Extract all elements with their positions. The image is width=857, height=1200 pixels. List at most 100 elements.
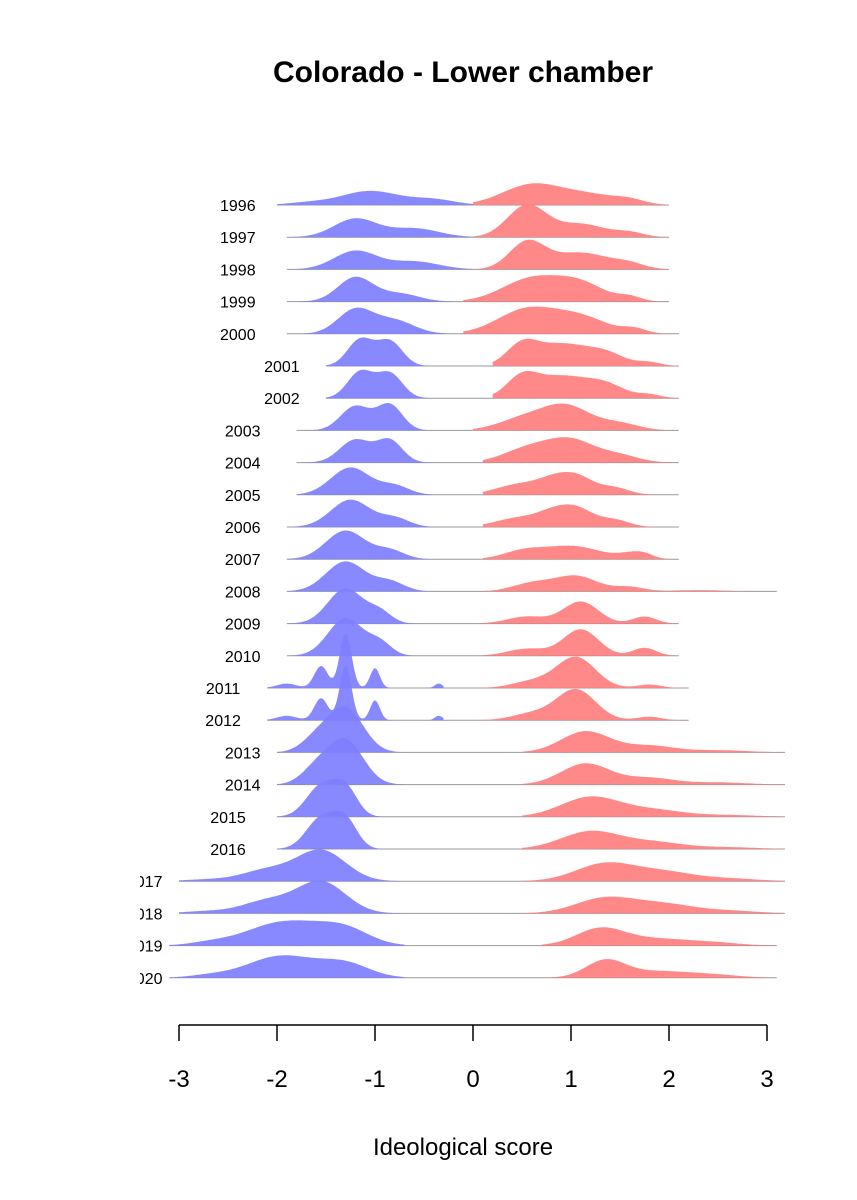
ridge-2010: 2010 [225, 618, 679, 666]
democrat-density-2008 [286, 561, 444, 592]
republican-density-2012 [482, 688, 689, 721]
republican-density-2017 [522, 862, 785, 882]
democrat-density-2005 [296, 467, 444, 495]
year-label: 2019 [127, 939, 163, 956]
ridge-2007: 2007 [225, 530, 679, 569]
democrat-density-2014 [277, 738, 405, 785]
ridge-2014: 2014 [225, 738, 785, 795]
ridge-2006: 2006 [225, 499, 679, 537]
x-tick-label: -3 [168, 1066, 189, 1093]
ridge-2009: 2009 [225, 588, 679, 634]
ridge-2013: 2013 [225, 706, 785, 762]
year-label: 2020 [127, 971, 163, 988]
ridge-2016: 2016 [210, 811, 785, 859]
republican-density-2011 [482, 656, 689, 688]
year-label: 2008 [225, 584, 261, 601]
democrat-density-2020 [169, 955, 405, 978]
ridge-1996: 1996 [220, 183, 669, 215]
year-label: 2005 [225, 488, 261, 505]
democrat-density-2012 [267, 665, 444, 721]
republican-density-2015 [522, 796, 785, 817]
year-label: 2000 [220, 327, 256, 344]
chart-title: Colorado - Lower chamber [273, 56, 653, 89]
year-label: 1999 [220, 295, 256, 312]
year-label: 2003 [225, 423, 261, 440]
republican-density-2004 [482, 437, 679, 463]
year-label: 2015 [210, 810, 246, 827]
democrat-density-2002 [326, 369, 434, 399]
democrat-density-2000 [286, 307, 454, 334]
republican-density-2002 [492, 371, 679, 399]
republican-density-1998 [473, 239, 669, 270]
democrat-density-2016 [277, 811, 385, 849]
republican-density-1999 [463, 275, 669, 302]
year-label: 2018 [127, 906, 163, 923]
republican-density-2000 [463, 306, 679, 334]
ridge-2003: 2003 [225, 403, 679, 440]
democrat-density-2011 [267, 633, 444, 688]
republican-density-1996 [473, 183, 669, 205]
year-label: 2012 [205, 713, 241, 730]
ridge-2020: 2020 [127, 955, 777, 988]
year-label: 2017 [127, 874, 163, 891]
republican-density-2009 [482, 601, 679, 624]
republican-density-2020 [541, 959, 777, 978]
ridge-2004: 2004 [225, 437, 679, 473]
x-tick-label: -2 [266, 1066, 287, 1093]
year-label: 2016 [210, 842, 246, 859]
democrat-density-1997 [286, 218, 473, 238]
republican-density-2003 [473, 403, 679, 431]
year-label: 2006 [225, 520, 261, 537]
ridge-1999: 1999 [220, 275, 669, 312]
x-tick-label: 0 [466, 1066, 479, 1093]
democrat-density-2006 [286, 499, 444, 527]
year-label: 2007 [225, 552, 261, 569]
democrat-density-2015 [277, 778, 385, 817]
year-label: 2010 [225, 649, 261, 666]
year-label: 2013 [225, 745, 261, 762]
ridge-1998: 1998 [220, 239, 669, 279]
x-tick-label: 3 [760, 1066, 773, 1093]
republican-density-1997 [473, 204, 669, 238]
x-tick-label: 1 [564, 1066, 577, 1093]
ridge-2005: 2005 [225, 467, 679, 505]
republican-density-2008 [482, 575, 777, 592]
democrat-density-2013 [277, 706, 405, 753]
republican-density-2007 [482, 545, 679, 560]
year-label: 1997 [220, 230, 256, 247]
x-axis: -3 -2 -1 0 1 2 3 [168, 1024, 774, 1093]
democrat-density-2007 [286, 530, 444, 560]
year-label: 1998 [220, 262, 256, 279]
ridge-2019: 2019 [127, 920, 777, 956]
democrat-density-1999 [286, 276, 454, 302]
ridge-2008: 2008 [225, 561, 777, 601]
democrat-density-2017 [179, 849, 405, 882]
ridge-2017: 2017 [127, 849, 785, 891]
ridge-2018: 2018 [127, 880, 785, 923]
democrat-density-1996 [277, 190, 473, 205]
republican-density-2013 [522, 731, 785, 753]
ridge-2012: 2012 [205, 665, 689, 730]
year-label: 1996 [220, 198, 256, 215]
year-label: 2014 [225, 778, 261, 795]
republican-density-2010 [482, 629, 679, 656]
democrat-density-1998 [286, 250, 473, 270]
democrat-density-2001 [326, 337, 434, 366]
year-label: 2002 [264, 391, 300, 408]
republican-density-2016 [522, 830, 785, 849]
x-axis-label: Ideological score [373, 1134, 553, 1161]
ridge-2000: 2000 [220, 306, 679, 344]
ridge-1997: 1997 [220, 204, 669, 247]
x-tick-label: -1 [364, 1066, 385, 1093]
democrat-density-2010 [286, 618, 434, 656]
republican-density-2005 [482, 472, 679, 495]
ridge-2015: 2015 [210, 778, 785, 827]
republican-density-2006 [482, 504, 679, 527]
year-label: 2001 [264, 359, 300, 376]
ridge-2002: 2002 [264, 369, 679, 408]
ridge-2001: 2001 [264, 337, 679, 376]
republican-density-2018 [522, 896, 785, 914]
republican-density-2019 [541, 927, 777, 946]
